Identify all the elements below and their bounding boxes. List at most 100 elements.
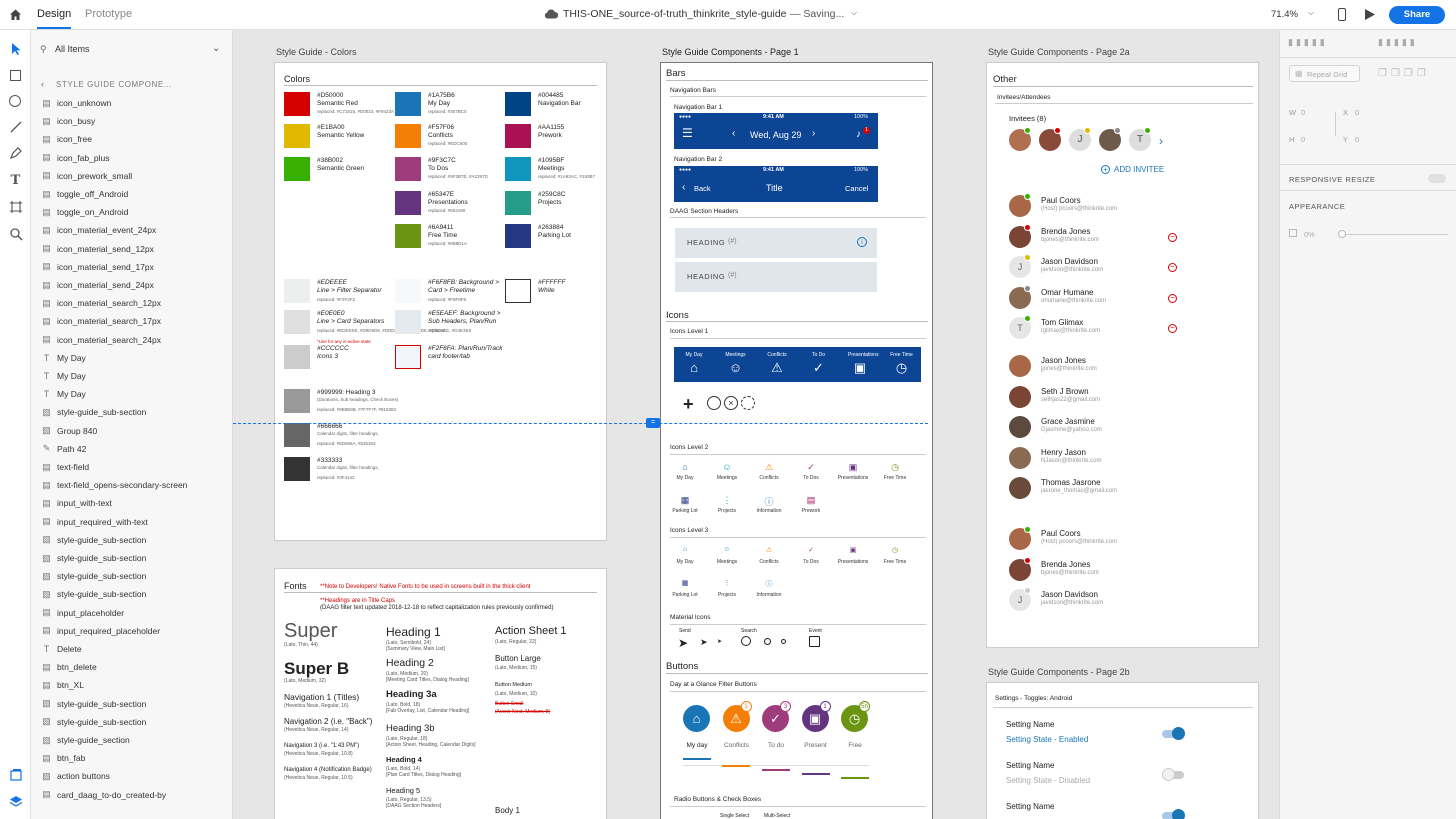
invitee-avatar[interactable] [1039,129,1061,151]
layer-item[interactable]: ▤ icon_material_search_24px [41,331,161,349]
lock-aspect-icon[interactable] [1335,112,1336,136]
artboard-title-page1[interactable]: Style Guide Components - Page 1 [662,47,799,57]
layer-item[interactable]: ▧ style-guide_sub-section [41,567,146,585]
layer-item[interactable]: ▧ style-guide_sub-section [41,531,146,549]
x-value[interactable]: 0 [1355,108,1360,117]
share-button[interactable]: Share [1389,6,1445,24]
height-value[interactable]: 0 [1301,135,1306,144]
layer-item[interactable]: ▤ icon_material_send_12px [41,240,154,258]
layer-item[interactable]: T Delete [41,640,82,658]
layer-item[interactable]: ▤ input_with-text [41,494,112,512]
layer-item[interactable]: ▤ icon_material_search_17px [41,312,161,330]
layer-item[interactable]: ▧ style-guide_section [41,731,130,749]
artboard-title-page2b[interactable]: Style Guide Components - Page 2b [988,667,1130,677]
setting-toggle[interactable] [1162,727,1185,740]
layer-item[interactable]: T My Day [41,385,86,403]
document-title[interactable]: THIS-ONE_source-of-truth_thinkrite_style… [563,8,787,20]
layer-item[interactable]: ▧ style-guide_sub-section [41,403,146,421]
person-avatar[interactable] [1009,195,1031,217]
invitee-avatar[interactable]: T [1129,129,1151,151]
person-avatar[interactable] [1009,385,1031,408]
opacity-slider-knob[interactable] [1338,230,1346,238]
more-invitees-chevron-icon[interactable]: › [1159,134,1163,148]
zoom-chevron-down-icon[interactable]: ⌵ [1308,8,1315,17]
layer-item[interactable]: ▤ icon_material_send_17px [41,258,154,276]
info-icon[interactable]: i [857,237,867,247]
person-avatar[interactable]: T [1009,317,1031,339]
layer-item[interactable]: ▤ input_required_with-text [41,513,148,531]
layer-item[interactable]: ▧ style-guide_sub-section [41,585,146,603]
setting-toggle[interactable] [1162,768,1184,781]
layers-filter[interactable]: All Items [55,44,90,54]
layers-panel-icon[interactable] [8,795,23,810]
opacity-slider[interactable] [1338,234,1448,235]
person-avatar[interactable] [1009,225,1031,248]
add-invitee-icon[interactable]: + [1101,165,1110,174]
layer-item[interactable]: ▤ icon_fab_plus [41,149,109,167]
pen-tool-icon[interactable] [8,146,23,161]
layers-breadcrumb[interactable]: STYLE GUIDE COMPONE... [56,80,173,89]
assets-panel-icon[interactable] [8,768,23,783]
artboard-tool-icon[interactable] [8,200,23,215]
layer-item[interactable]: ▤ icon_prework_small [41,167,132,185]
nav-back[interactable]: Back [694,184,711,193]
invitee-avatar[interactable] [1009,129,1031,151]
back-chevron-icon[interactable]: ‹ [41,79,44,89]
artboard-page2b[interactable] [986,682,1259,819]
rectangle-tool-icon[interactable] [8,68,23,83]
remove-invitee-icon[interactable]: − [1168,232,1177,242]
align-horizontal-icons[interactable]: ▮▮▮▮▮ [1378,37,1418,47]
layer-item[interactable]: ✎ Path 42 [41,440,87,458]
hamburger-menu-icon[interactable]: ☰ [682,126,693,140]
layer-item[interactable]: ▤ toggle_on_Android [41,203,128,221]
filter-chevron-down-icon[interactable]: ⌄ [212,43,221,54]
guide-line[interactable] [233,423,928,424]
layer-item[interactable]: ▤ btn_delete [41,658,96,676]
filter-label[interactable]: Free [848,742,862,749]
layer-item[interactable]: ▤ text-field_opens-secondary-screen [41,476,187,494]
width-value[interactable]: 0 [1301,108,1306,117]
layer-item[interactable]: ▤ icon_material_send_24px [41,276,154,294]
home-icon[interactable] [9,8,22,21]
ellipse-tool-icon[interactable] [8,94,23,109]
device-preview-icon[interactable] [1338,8,1346,21]
layer-item[interactable]: ▧ style-guide_sub-section [41,695,146,713]
notification-bell-icon[interactable]: ♪ [856,129,861,140]
remove-invitee-icon[interactable]: − [1168,263,1177,272]
invitee-avatar[interactable]: J [1069,129,1091,151]
back-chevron-icon[interactable]: ‹ [682,182,686,193]
layer-item[interactable]: ▤ icon_free [41,130,92,148]
play-icon[interactable] [1364,8,1376,21]
tab-prototype[interactable]: Prototype [85,8,133,20]
y-value[interactable]: 0 [1355,135,1360,144]
filter-label[interactable]: Present [804,742,827,749]
person-avatar[interactable]: J [1009,589,1031,611]
next-date-chevron-icon[interactable]: › [812,128,816,139]
setting-toggle[interactable] [1162,809,1185,819]
layer-item[interactable]: ▤ toggle_off_Android [41,185,128,203]
layer-item[interactable]: ▤ btn_XL [41,676,84,694]
filter-label[interactable]: My day [686,742,708,749]
filter-label[interactable]: To do [768,742,784,749]
zoom-level[interactable]: 71.4% [1271,9,1298,20]
tab-design[interactable]: Design [37,8,72,20]
layer-item[interactable]: T My Day [41,349,86,367]
align-vertical-icons[interactable]: ▮▮▮▮▮ [1288,37,1328,47]
opacity-value[interactable]: 0% [1304,230,1315,239]
layer-item[interactable]: ▤ icon_material_event_24px [41,221,156,239]
guide-handle-icon[interactable]: = [646,418,660,428]
select-tool-icon[interactable] [8,42,23,57]
title-chevron-down-icon[interactable]: ⌵ [851,8,858,17]
responsive-resize-toggle[interactable] [1428,174,1446,183]
layer-item[interactable]: ▤ icon_material_search_12px [41,294,161,312]
layer-item[interactable]: ▤ icon_busy [41,112,95,130]
repeat-grid-button[interactable]: ▦ Repeat Grid [1289,65,1360,82]
artboard-colors[interactable] [274,62,607,541]
artboard-title-colors[interactable]: Style Guide - Colors [276,47,357,57]
present-filter-icon[interactable]: ▣ [801,705,829,732]
person-avatar[interactable] [1009,416,1031,438]
layer-item[interactable]: ▤ text-field [41,458,89,476]
zoom-tool-icon[interactable] [8,227,23,242]
person-avatar[interactable] [1009,528,1031,550]
remove-invitee-icon[interactable]: − [1168,293,1177,303]
